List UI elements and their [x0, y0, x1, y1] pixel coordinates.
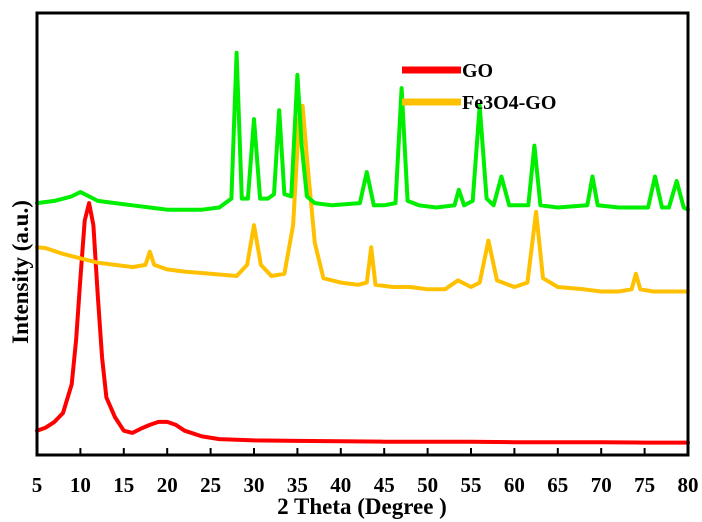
x-tick-label: 55 [461, 473, 482, 497]
x-tick-label: 70 [591, 473, 612, 497]
series-line-0 [35, 201, 690, 445]
x-tick-label: 30 [244, 473, 265, 497]
x-tick-label: 5 [32, 473, 43, 497]
x-tick-label: 35 [287, 473, 308, 497]
series-line-2 [35, 50, 690, 212]
legend: GO Fe3O4-GO [402, 60, 556, 114]
x-tick-label: 75 [634, 473, 655, 497]
x-tick-label: 80 [678, 473, 699, 497]
series-line-1 [35, 103, 690, 294]
x-tick-label: 10 [70, 473, 91, 497]
x-tick-label: 25 [200, 473, 221, 497]
x-tick-label: 50 [417, 473, 438, 497]
x-tick-label: 15 [113, 473, 134, 497]
x-tick-label: 40 [330, 473, 351, 497]
x-tick-label: 65 [547, 473, 568, 497]
x-tick-label: 45 [374, 473, 395, 497]
x-tick-label: 20 [157, 473, 178, 497]
plot-frame [35, 11, 690, 457]
x-axis-ticks: 5 10 15 20 25 30 35 40 45 50 55 60 65 70 75 80 [32, 448, 699, 497]
x-axis-title: 2 Theta (Degree ) [277, 494, 447, 519]
legend-label-fe3o4-go: Fe3O4-GO [462, 92, 556, 114]
y-axis-title: Intensity (a.u.) [8, 200, 33, 344]
series-layer [35, 50, 690, 445]
legend-label-go: GO [462, 60, 493, 82]
x-tick-label: 60 [504, 473, 525, 497]
